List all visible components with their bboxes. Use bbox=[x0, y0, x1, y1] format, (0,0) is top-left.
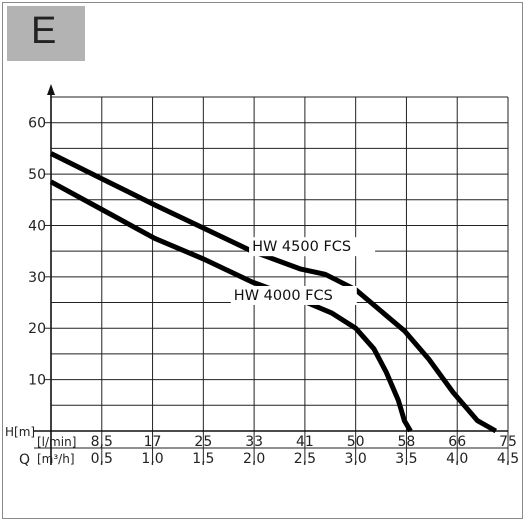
x-tick-label: 4,0 bbox=[446, 451, 468, 467]
grid bbox=[34, 96, 509, 465]
x-tick-label: 58 bbox=[398, 434, 416, 450]
x-tick-label: 50 bbox=[347, 434, 365, 450]
y-tick-label: 10 bbox=[28, 373, 46, 389]
chart-frame bbox=[2, 2, 523, 519]
series-label-bg bbox=[249, 237, 376, 257]
x-tick-label: 3,5 bbox=[395, 451, 417, 467]
x-tick-label: 1,5 bbox=[192, 451, 214, 467]
y-axis-arrow-icon bbox=[47, 84, 55, 95]
series-label-bg bbox=[230, 285, 357, 305]
series-label: HW 4000 FCS bbox=[234, 288, 333, 304]
x-axis-unit: [l/min] bbox=[37, 435, 76, 449]
series-label: HW 4500 FCS bbox=[252, 239, 351, 255]
y-tick-label: 50 bbox=[28, 167, 46, 183]
axes bbox=[34, 84, 508, 465]
q-axis-label: Q bbox=[19, 452, 30, 468]
chart-badge: E bbox=[7, 6, 85, 61]
y-tick-label: 40 bbox=[28, 218, 46, 234]
series-line bbox=[49, 151, 498, 434]
x-tick-label: 66 bbox=[448, 434, 466, 450]
y-tick-label: 20 bbox=[28, 321, 46, 337]
x-tick-label: 17 bbox=[144, 434, 162, 450]
y-axis-label: H[m] bbox=[5, 425, 35, 439]
badge-letter: E bbox=[31, 10, 57, 52]
x-tick-label: 2,0 bbox=[243, 451, 265, 467]
x-tick-label: 25 bbox=[194, 434, 212, 450]
labels: 10 20 30 40 50 60 H[m] Q [l/min] 8,5 17 25 33 41 50 58 6… bbox=[5, 116, 519, 468]
y-tick-label: 30 bbox=[28, 270, 46, 286]
y-tick-label: 60 bbox=[28, 116, 46, 132]
x-tick-label: 33 bbox=[245, 434, 263, 450]
x-tick-label: 41 bbox=[296, 434, 314, 450]
curves bbox=[49, 151, 498, 434]
x-tick-label: 3,0 bbox=[345, 451, 367, 467]
x-tick-label: 2,5 bbox=[294, 451, 316, 467]
x-tick-label: 4,5 bbox=[497, 451, 519, 467]
x-tick-label: 75 bbox=[499, 434, 517, 450]
x-tick-label: 1,0 bbox=[141, 451, 163, 467]
x-axis-unit: [m³/h] bbox=[37, 452, 75, 466]
x-tick-label: 8,5 bbox=[91, 434, 113, 450]
x-tick-label: 0,5 bbox=[91, 451, 113, 467]
series-line bbox=[49, 179, 413, 433]
